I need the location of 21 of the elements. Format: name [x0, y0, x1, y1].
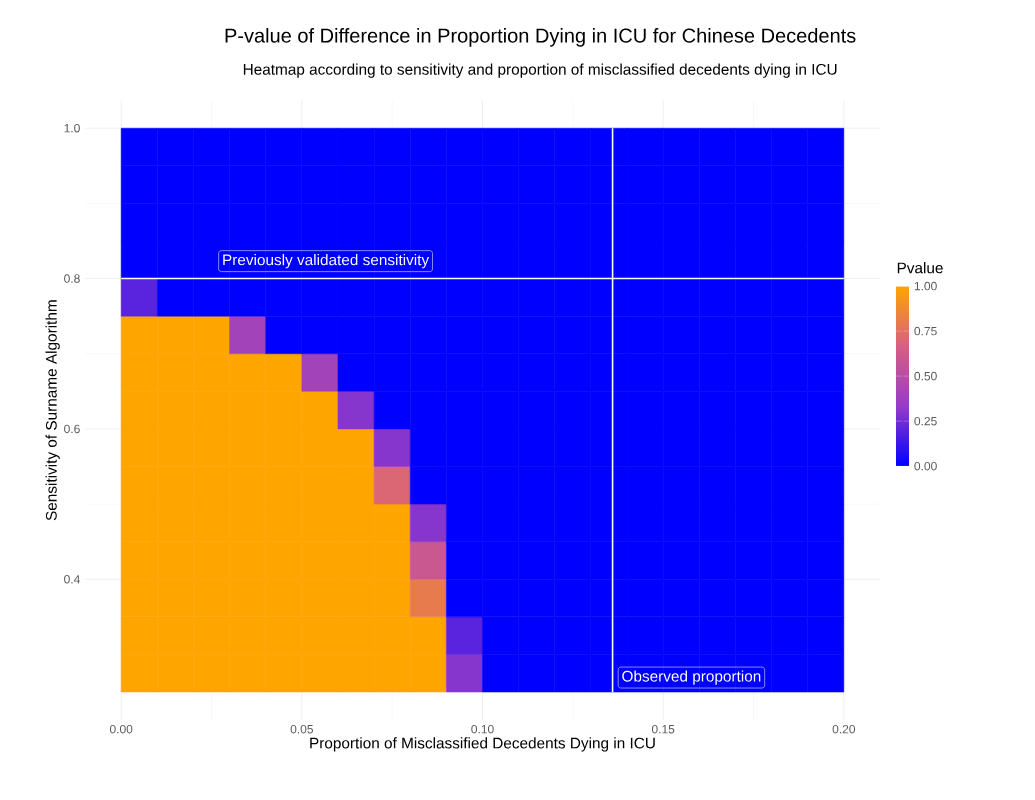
y-tick-label: 0.6	[64, 424, 80, 434]
x-tick-label: 0.10	[471, 724, 494, 734]
x-tick-label: 0.15	[651, 724, 675, 734]
x-tick-label: 0.05	[290, 724, 314, 734]
chart-title: P-value of Difference in Proportion Dying in ICU for Chinese Decedents	[225, 27, 856, 47]
chart-subtitle: Heatmap according to sensitivity and proportion of misclassified decedents dying in ICU	[243, 63, 837, 78]
x-tick-label: 0.20	[832, 724, 856, 734]
color-bar-label: 0.00	[914, 461, 937, 471]
x-axis-title: Proportion of Misclassified Decedents Dying in ICU	[310, 737, 655, 752]
color-bar-label: 0.50	[914, 371, 937, 381]
y-axis-title: Sensitivity of Surname Algorithm	[45, 300, 60, 521]
x-tick-label: 0.00	[109, 724, 133, 734]
y-tick-label: 1.0	[64, 123, 80, 133]
color-bar-label: 0.75	[914, 326, 937, 336]
color-bar-label: 0.25	[914, 416, 937, 426]
ref-line-label: Observed proportion	[622, 670, 761, 685]
y-tick-label: 0.4	[64, 574, 80, 584]
legend-label: Previously validated sensitivity	[223, 253, 430, 269]
y-tick-label: 0.8	[64, 274, 80, 283]
color-bar-title: Pvalue	[897, 262, 943, 274]
color-bar-label: 1.00	[914, 281, 937, 291]
